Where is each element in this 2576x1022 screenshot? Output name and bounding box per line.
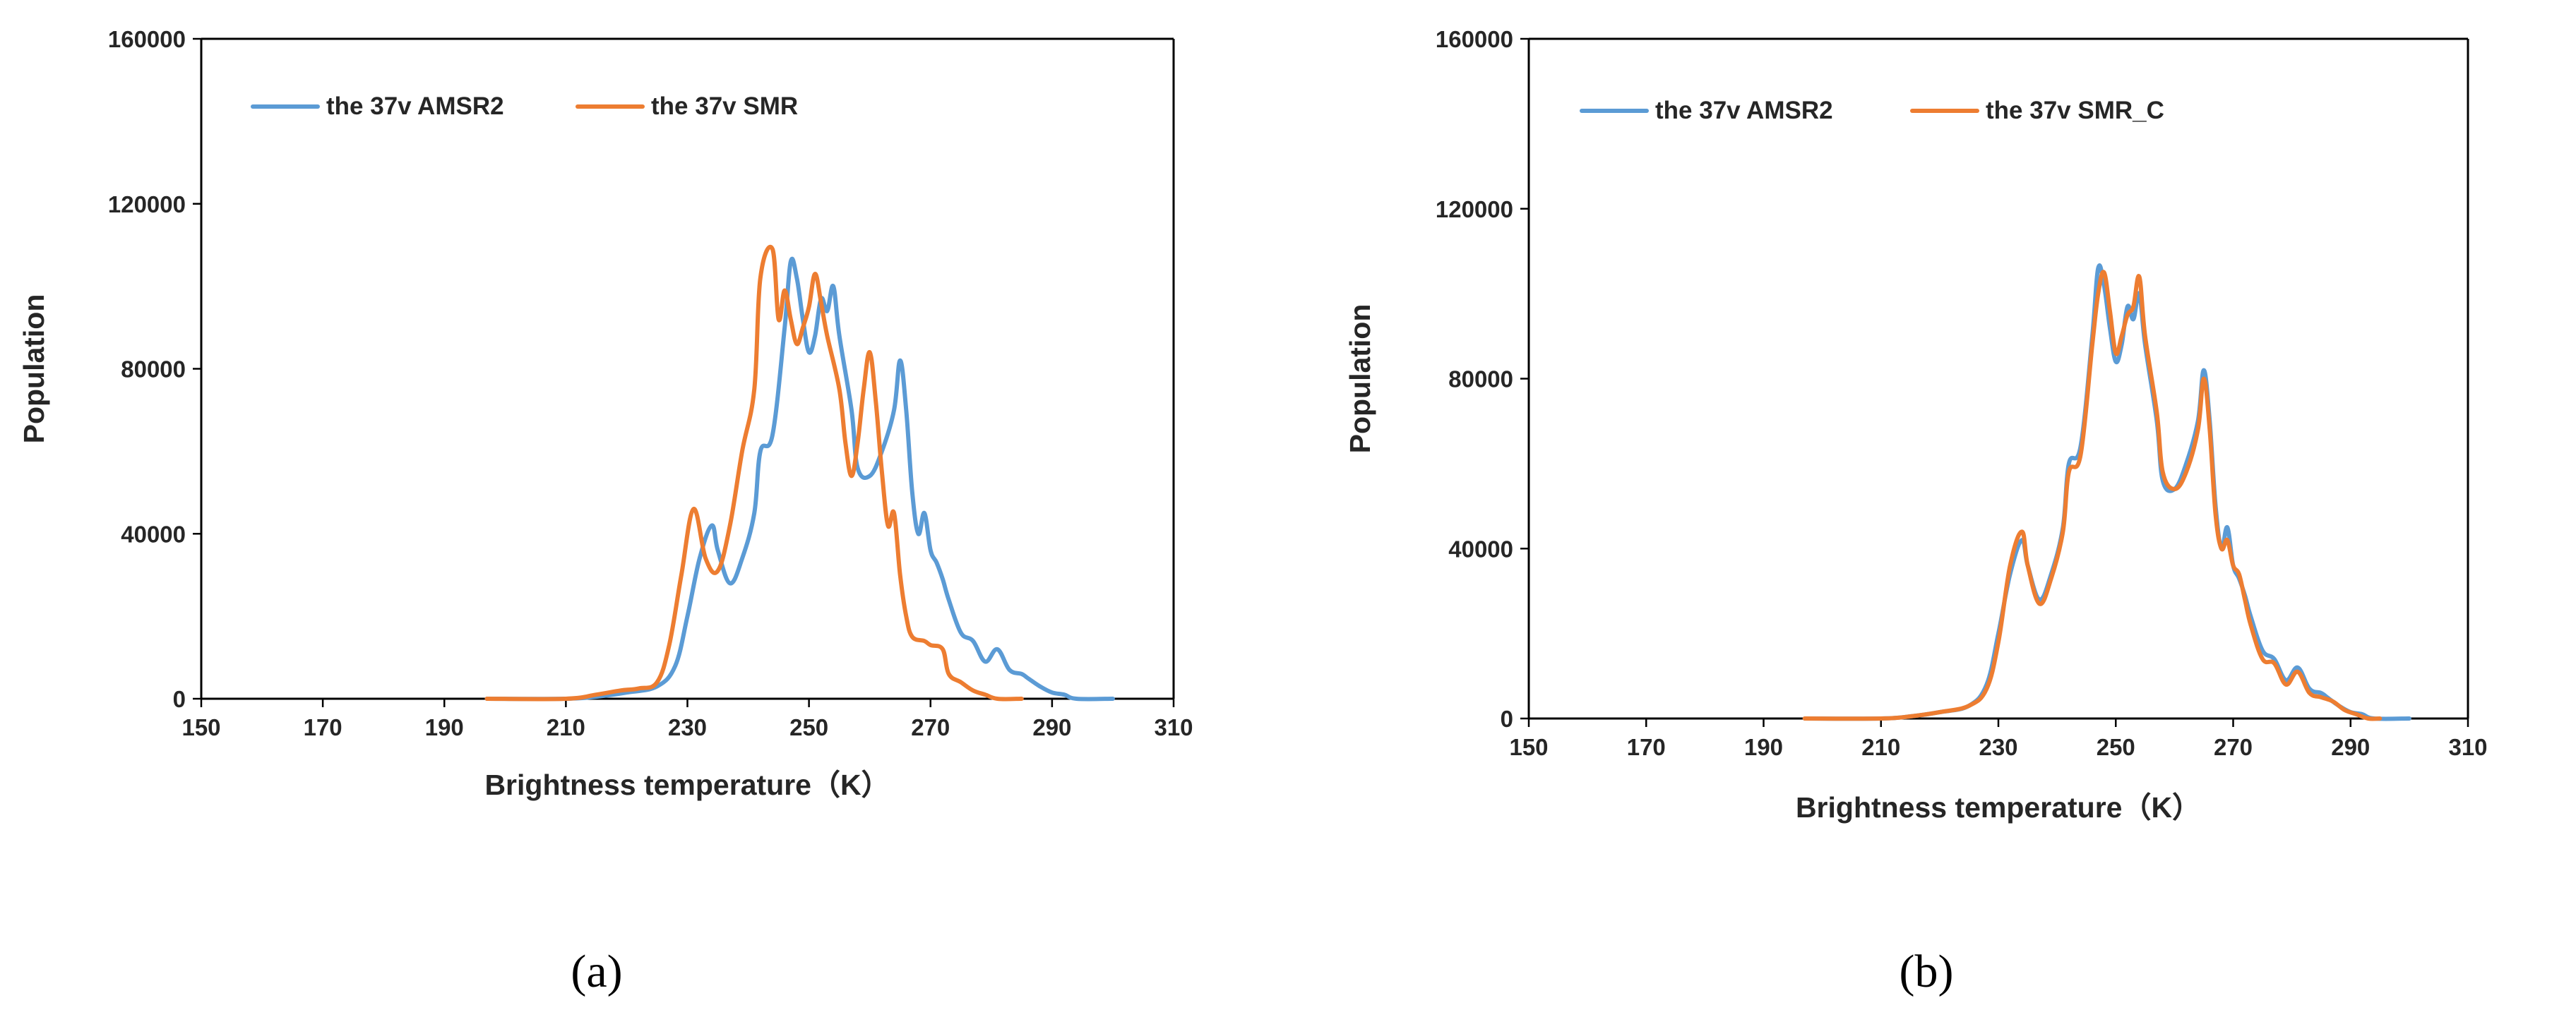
legend-label: the 37v AMSR2 (1655, 97, 1833, 124)
y-tick-label: 160000 (1436, 26, 1513, 52)
y-tick-label: 40000 (1448, 536, 1513, 562)
y-axis-title: Population (18, 294, 50, 444)
y-tick-label: 120000 (108, 191, 186, 217)
legend-label: the 37v SMR_C (1986, 97, 2164, 124)
series-line-amsr2 (484, 256, 1115, 702)
y-tick-label: 0 (173, 686, 186, 712)
y-tick-label: 80000 (1448, 366, 1513, 392)
x-tick-label: 270 (2214, 734, 2253, 760)
legend-label: the 37v SMR (651, 92, 798, 120)
x-tick-label: 290 (2331, 734, 2370, 760)
chart-panel-b: 150 170 190 210 230 250 270 290 310 0 40000 80000 12… (1344, 26, 2488, 997)
y-tick-label: 160000 (108, 26, 186, 52)
x-tick-label: 310 (1154, 714, 1193, 740)
y-axis-title: Population (1344, 304, 1376, 454)
y-tick-label: 0 (1501, 706, 1513, 732)
series-line-smr (484, 244, 1024, 702)
x-tick-label: 250 (789, 714, 828, 740)
x-tick-label: 310 (2448, 734, 2487, 760)
x-axis-title: Brightness temperature（K） (1796, 791, 2201, 824)
x-tick-label: 190 (1744, 734, 1783, 760)
x-tick-label: 150 (181, 714, 220, 740)
x-tick-label: 190 (425, 714, 464, 740)
x-tick-label: 150 (1509, 734, 1548, 760)
y-tick-label: 80000 (121, 356, 186, 383)
x-tick-label: 210 (1861, 734, 1900, 760)
x-tick-label: 290 (1032, 714, 1071, 740)
panel-label: (a) (571, 946, 622, 997)
x-tick-label: 230 (668, 714, 707, 740)
x-tick-label: 250 (2097, 734, 2135, 760)
series-line-amsr2 (1802, 263, 2411, 721)
series-line-smr (1802, 270, 2383, 721)
y-tick-label: 120000 (1436, 196, 1513, 222)
panel-label: (b) (1900, 946, 1954, 997)
y-tick-label: 40000 (121, 521, 186, 547)
x-tick-label: 170 (1627, 734, 1666, 760)
x-axis-title: Brightness temperature（K） (484, 769, 890, 801)
chart-panel-a: 150 170 190 210 230 250 270 290 310 0 40000 80000 12… (18, 26, 1193, 997)
x-tick-label: 170 (304, 714, 342, 740)
x-tick-label: 270 (911, 714, 950, 740)
x-tick-label: 210 (547, 714, 585, 740)
legend-label: the 37v AMSR2 (326, 92, 504, 120)
x-tick-label: 230 (1979, 734, 2017, 760)
